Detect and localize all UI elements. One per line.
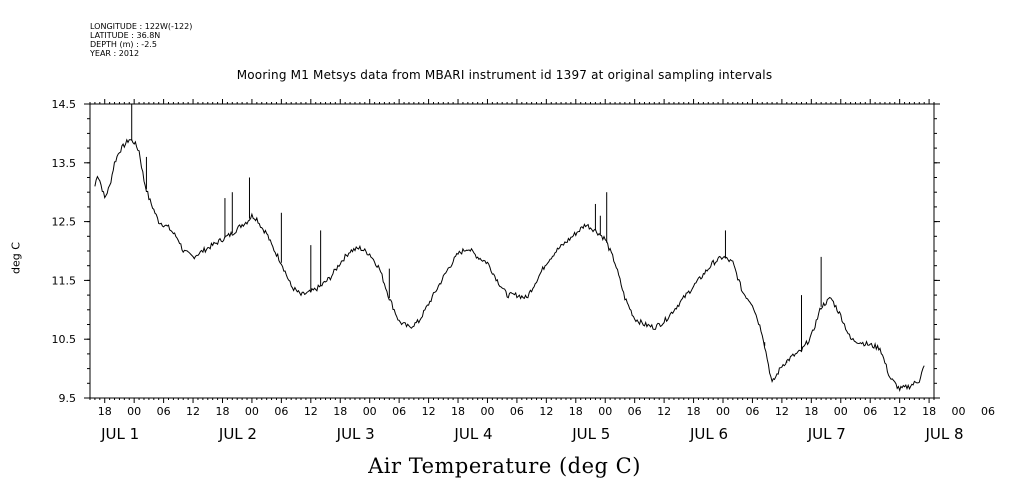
y-tick-label: 12.5 [52,216,77,229]
y-tick-label: 10.5 [52,333,77,346]
y-tick-label: 9.5 [59,392,77,405]
x-hour-label: 06 [510,405,524,418]
x-hour-label: 18 [569,405,583,418]
year-label: YEAR : 2012 [90,49,140,58]
x-hour-label: 12 [422,405,436,418]
x-hour-label: 12 [893,405,907,418]
x-hour-label: 00 [480,405,494,418]
x-day-label: JUL 2 [218,425,257,443]
x-hour-label: 18 [333,405,347,418]
x-day-label: JUL 4 [453,425,492,443]
x-hour-label: 06 [863,405,877,418]
x-hour-label: 00 [834,405,848,418]
x-hour-label: 12 [775,405,789,418]
x-hour-label: 18 [215,405,229,418]
x-day-label: JUL 7 [807,425,846,443]
latitude-label: LATITUDE : 36.8N [90,31,161,40]
x-hour-label: 00 [245,405,259,418]
x-day-label: JUL 8 [924,425,963,443]
series-line [94,138,925,393]
x-day-label: JUL 1 [100,425,139,443]
metadata-block: LONGITUDE : 122W(-122) LATITUDE : 36.8N … [90,22,192,58]
depth-label: DEPTH (m) : -2.5 [90,40,157,49]
x-hour-label: 12 [304,405,318,418]
x-hour-label: 00 [952,405,966,418]
x-hour-label: 06 [157,405,171,418]
x-hour-label: 12 [539,405,553,418]
y-tick-label: 14.5 [52,98,77,111]
x-hour-label: 06 [274,405,288,418]
x-axis-label: Air Temperature (deg C) [368,454,641,478]
x-hour-label: 18 [804,405,818,418]
x-hour-label: 06 [981,405,995,418]
longitude-label: LONGITUDE : 122W(-122) [90,22,193,31]
x-hour-label: 18 [687,405,701,418]
x-hour-label: 00 [363,405,377,418]
x-hour-label: 00 [127,405,141,418]
x-hour-label: 18 [922,405,936,418]
x-hour-label: 00 [716,405,730,418]
x-day-label: JUL 6 [689,425,728,443]
x-hour-label: 12 [657,405,671,418]
x-hour-label: 12 [186,405,200,418]
x-day-label: JUL 5 [571,425,610,443]
chart-title: Mooring M1 Metsys data from MBARI instru… [236,68,773,82]
y-tick-label: 13.5 [52,157,77,170]
x-day-label: JUL 3 [336,425,375,443]
x-hour-label: 18 [98,405,112,418]
x-hour-label: 06 [745,405,759,418]
x-hour-label: 18 [451,405,465,418]
y-tick-label: 11.5 [52,274,77,287]
x-hour-label: 06 [628,405,642,418]
x-hour-label: 00 [598,405,612,418]
plot-frame [89,103,935,399]
x-hour-label: 06 [392,405,406,418]
